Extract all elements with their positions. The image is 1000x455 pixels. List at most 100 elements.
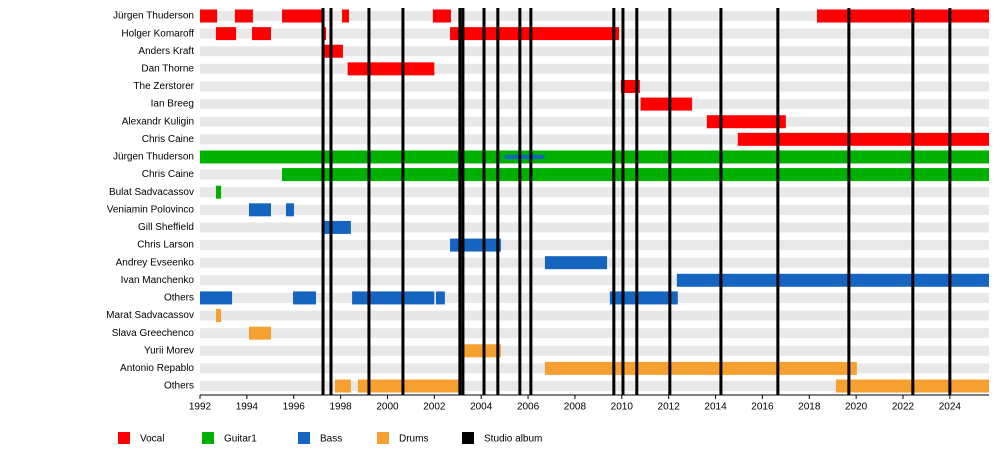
legend-label: Guitar1 <box>224 434 257 445</box>
x-tick-label: 2016 <box>751 402 774 413</box>
row-label: Antonio Repablo <box>120 363 194 374</box>
row-label: Veniamin Polovinco <box>107 204 195 215</box>
member-bar <box>461 344 501 358</box>
legend-swatch <box>118 432 130 444</box>
x-tick-label: 2000 <box>376 402 399 413</box>
x-tick-label: 2008 <box>564 402 587 413</box>
row-band <box>200 11 989 21</box>
member-bar <box>334 379 351 393</box>
legend-label: Bass <box>320 434 342 445</box>
member-bar <box>352 291 435 305</box>
row-band <box>200 116 989 127</box>
row-band <box>200 310 989 321</box>
row-band <box>200 81 989 92</box>
member-bar <box>293 291 316 305</box>
member-bar <box>215 185 222 199</box>
member-bar <box>215 27 237 41</box>
member-bar <box>252 27 272 41</box>
member-bar <box>435 291 445 305</box>
member-bar <box>347 62 435 76</box>
row-label: Bulat Sadvacassov <box>109 187 194 198</box>
row-label: Jürgen Thuderson <box>113 152 194 163</box>
row-label: Anders Kraft <box>138 46 194 57</box>
row-label: Marat Sadvacassov <box>106 310 194 321</box>
member-bar <box>342 9 350 23</box>
row-band <box>200 134 989 145</box>
x-tick-label: 2022 <box>892 402 915 413</box>
member-bar <box>323 220 351 234</box>
legend-swatch <box>298 432 310 444</box>
x-tick-label: 2018 <box>798 402 821 413</box>
row-band <box>200 328 989 339</box>
x-tick-label: 2006 <box>517 402 540 413</box>
legend-label: Drums <box>399 434 428 445</box>
row-label: Gill Sheffield <box>138 222 194 233</box>
member-bar <box>544 256 608 270</box>
member-bar <box>432 9 451 23</box>
member-bar <box>450 238 501 252</box>
row-label: Jürgen Thuderson <box>113 11 194 22</box>
member-bar <box>200 150 989 164</box>
legend-swatch <box>202 432 214 444</box>
member-bar <box>200 291 233 305</box>
x-tick-label: 2012 <box>658 402 681 413</box>
row-band <box>200 292 989 303</box>
row-band <box>200 222 989 233</box>
x-tick-label: 2020 <box>845 402 868 413</box>
row-band <box>200 63 989 74</box>
member-bar <box>324 44 343 58</box>
row-label: Alexandr Kuligin <box>122 116 194 127</box>
member-bar <box>737 132 989 146</box>
row-band <box>200 46 989 57</box>
member-bar <box>676 273 989 287</box>
x-tick-label: 1998 <box>329 402 352 413</box>
member-bar <box>200 9 218 23</box>
member-bar <box>234 9 253 23</box>
x-tick-label: 1994 <box>236 402 259 413</box>
legend-swatch <box>462 432 474 444</box>
row-label: Chris Caine <box>142 134 195 145</box>
row-label: Dan Thorne <box>141 64 194 75</box>
row-band <box>200 204 989 215</box>
legend-label: Vocal <box>140 434 164 445</box>
row-label: Chris Larson <box>137 240 194 251</box>
member-bar <box>706 115 786 129</box>
row-label: Yurii Morev <box>144 345 194 356</box>
x-tick-label: 2004 <box>470 402 493 413</box>
member-bar <box>215 309 222 323</box>
member-bar <box>286 203 294 217</box>
row-label: The Zerstorer <box>133 81 194 92</box>
member-bar <box>640 97 693 111</box>
x-tick-label: 2002 <box>423 402 446 413</box>
member-bar <box>450 27 619 41</box>
member-bar <box>544 361 857 375</box>
legend-label: Studio album <box>484 434 542 445</box>
member-bar <box>504 154 545 159</box>
row-label: Others <box>164 381 194 392</box>
row-label: Slava Greechenco <box>112 328 195 339</box>
row-label: Holger Komaroff <box>121 28 194 39</box>
member-bar <box>248 203 272 217</box>
legend-swatch <box>377 432 389 444</box>
member-bar <box>816 9 989 23</box>
x-tick-label: 2010 <box>611 402 634 413</box>
row-band <box>200 240 989 251</box>
x-tick-label: 2024 <box>939 402 962 413</box>
member-bar <box>248 326 272 340</box>
row-label: Others <box>164 293 194 304</box>
member-bar <box>620 79 640 93</box>
member-bar <box>323 27 327 41</box>
row-label: Andrey Evseenko <box>116 257 195 268</box>
row-band <box>200 381 989 392</box>
member-bar <box>357 379 462 393</box>
x-tick-label: 1992 <box>189 402 212 413</box>
row-label: Ivan Manchenko <box>121 275 195 286</box>
row-band <box>200 187 989 198</box>
row-band <box>200 345 989 356</box>
x-tick-label: 1996 <box>283 402 306 413</box>
member-bar <box>282 9 324 23</box>
row-band <box>200 99 989 110</box>
x-tick-label: 2014 <box>704 402 727 413</box>
row-label: Chris Caine <box>142 169 195 180</box>
